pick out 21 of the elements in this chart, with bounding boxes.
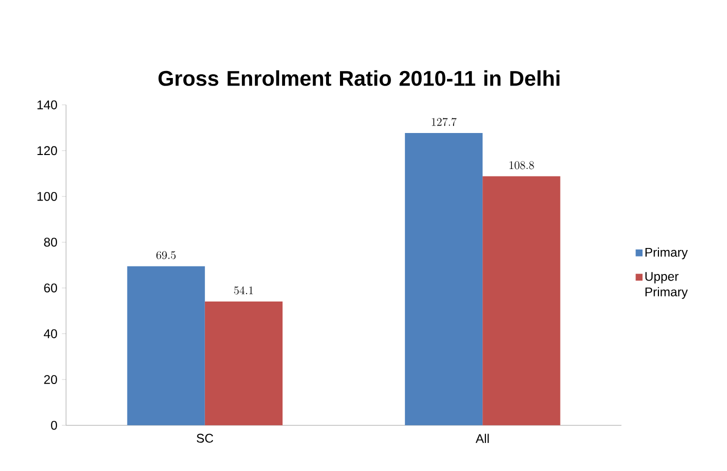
y-tick-label: 100 [38,192,58,201]
x-tick-label: SC [196,434,214,443]
data-label: 54. 1 [234,286,253,294]
y-tick-label: 80 [44,238,58,247]
y-tick-label: 120 [38,146,58,156]
x-tick-label: All [476,434,489,443]
y-tick-label: 60 [44,284,58,292]
y-tick-label: 40 [44,329,58,338]
y-tick-label: 20 [44,375,58,384]
y-tick-label: 140 [38,100,58,110]
bar [127,266,205,426]
legend-label: Primary [646,248,688,260]
data-label: 69.5 [156,251,176,260]
legend-label: Upper Primary [645,272,688,299]
y-tick-label: 0 [51,420,58,430]
bar [482,176,560,426]
chart-title: Gross Enrolment Ratio 2010-11 in Delhi [158,70,560,86]
bar [204,302,283,426]
data-label: 127.7 [432,118,457,126]
bar [404,133,483,426]
data-label: 108.8 [510,161,534,170]
